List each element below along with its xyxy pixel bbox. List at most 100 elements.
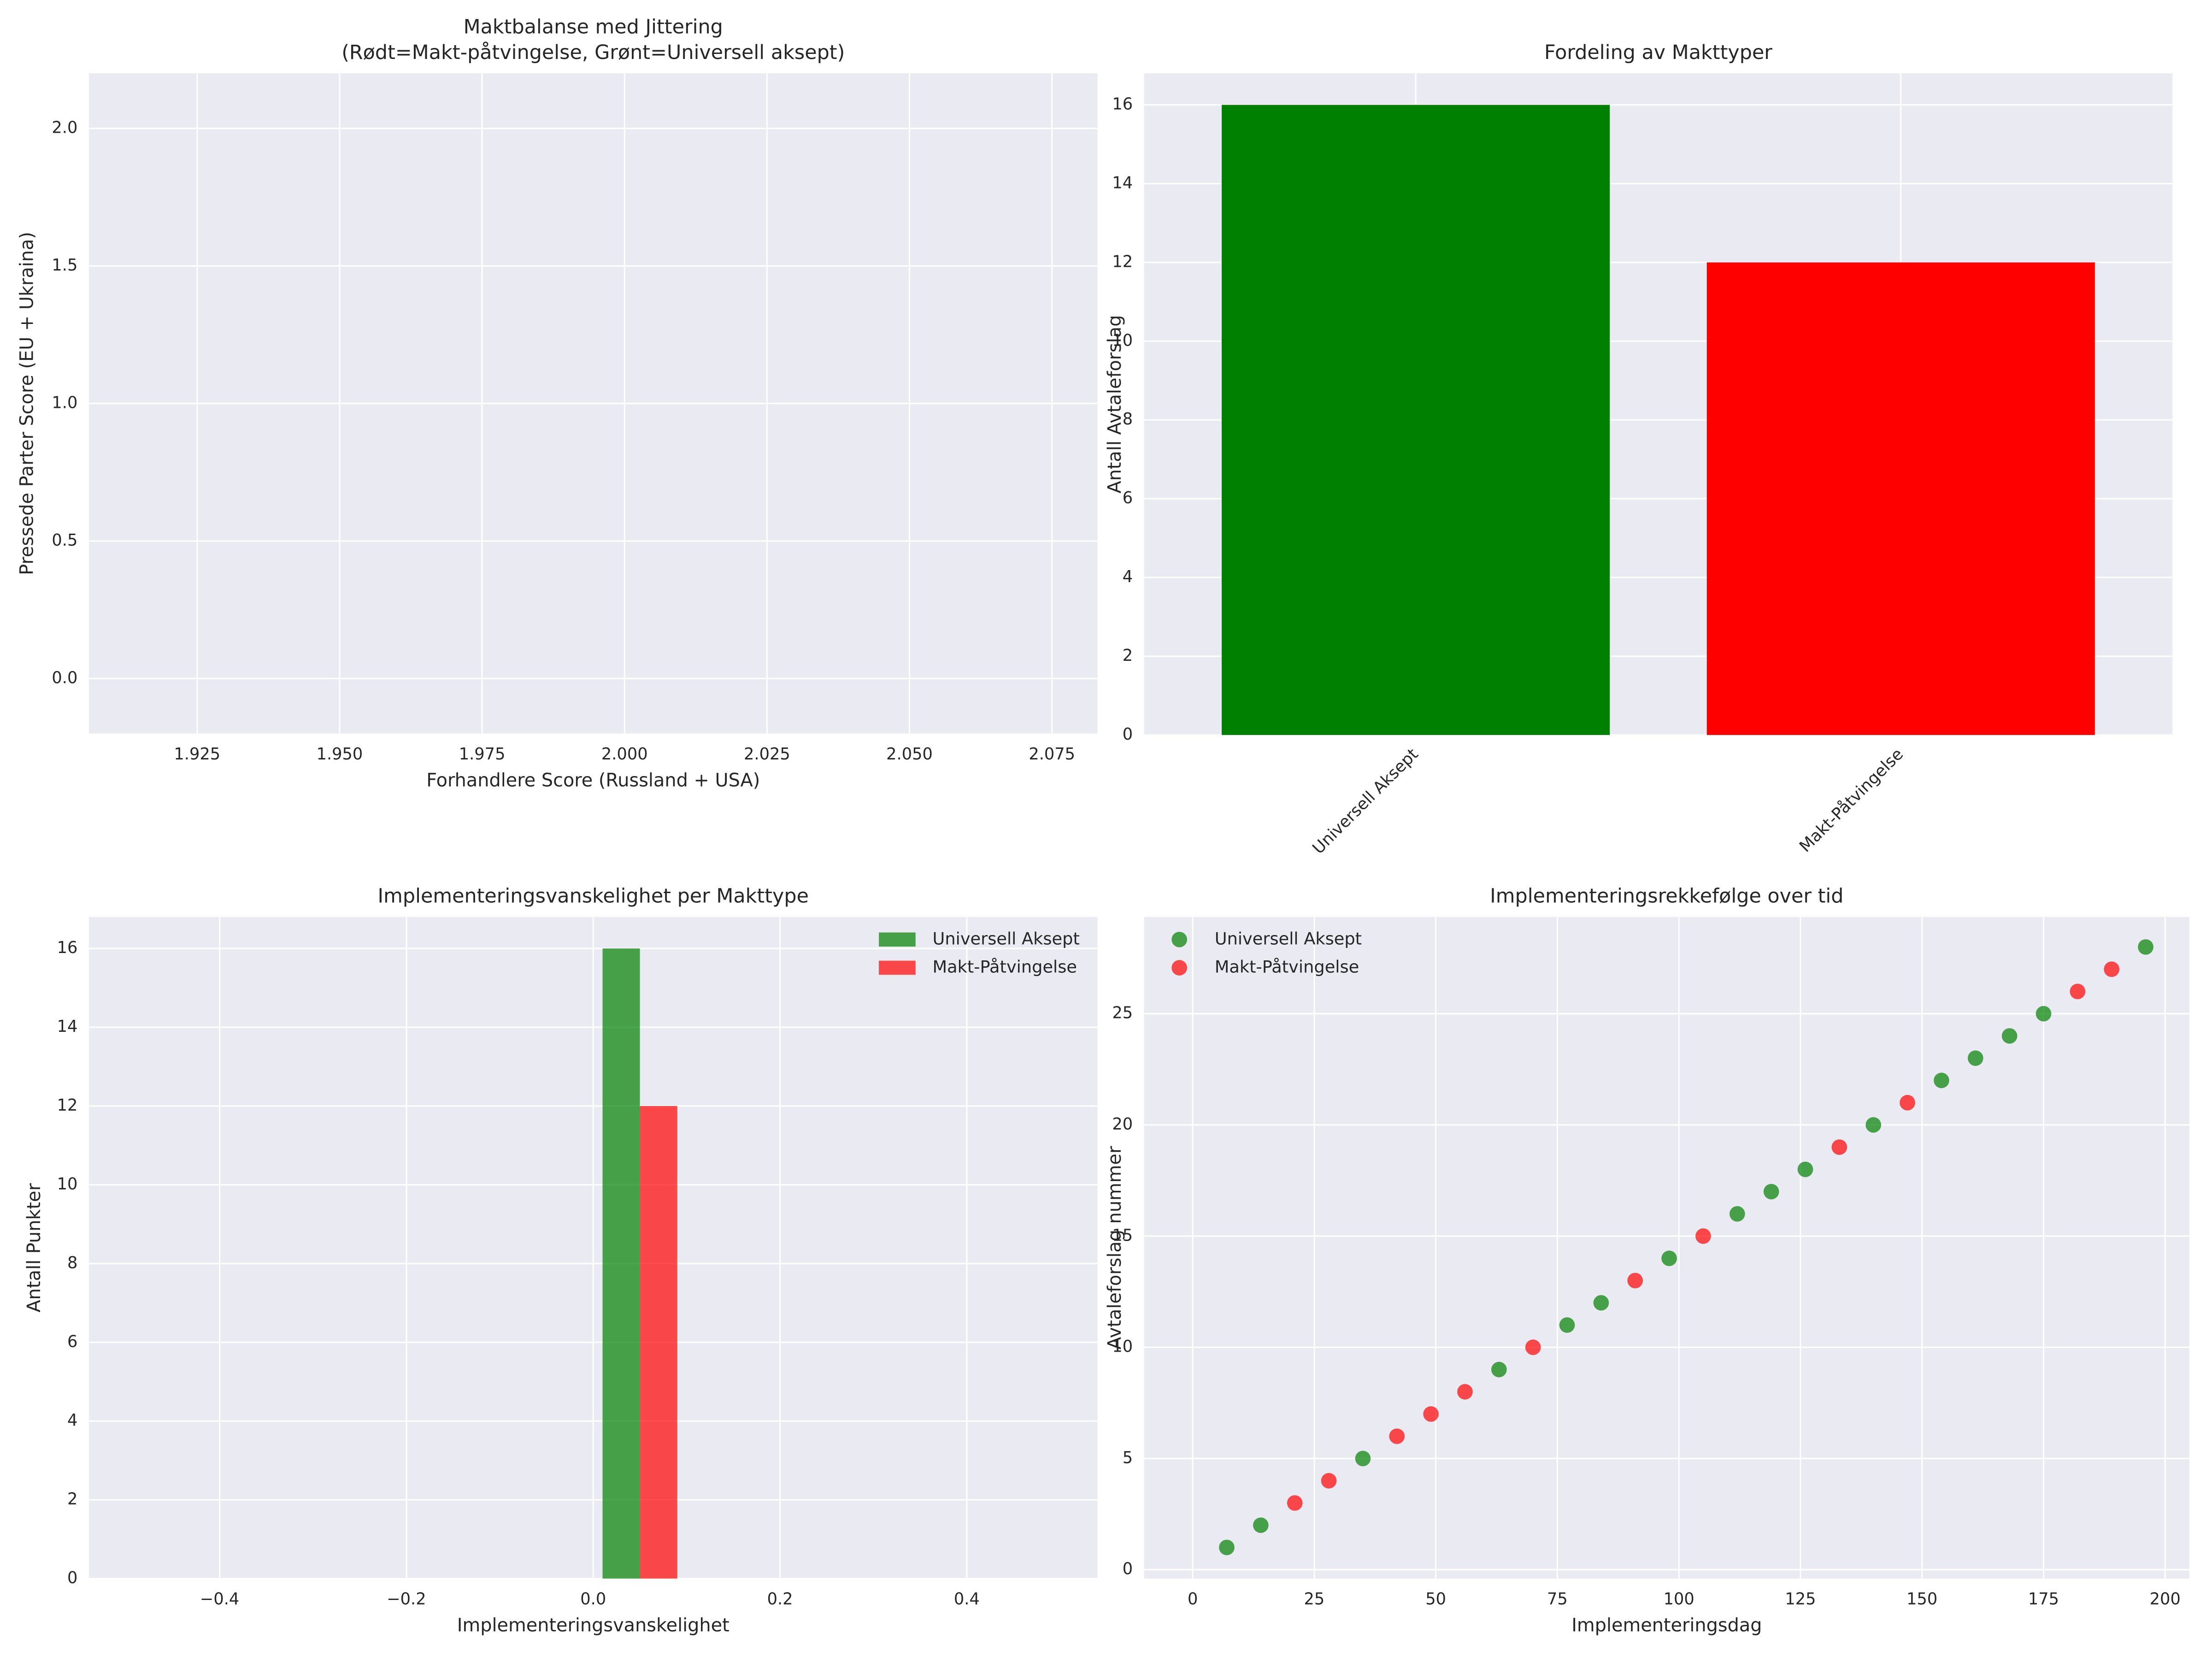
x-tick-label: 200 [2150, 1589, 2181, 1608]
x-tick-label: 1.950 [317, 745, 363, 764]
scatter-point [1934, 1072, 1949, 1088]
x-tick-label: 2.000 [601, 745, 648, 764]
y-tick-label: 0 [1123, 1559, 1133, 1578]
scatter-point [2138, 939, 2153, 955]
x-axis-label: Forhandlere Score (Russland + USA) [426, 770, 760, 791]
scatter-point [1729, 1206, 1745, 1222]
x-tick-label: 2.025 [744, 745, 790, 764]
y-tick-label: 1.5 [52, 256, 77, 275]
scatter-point [1389, 1428, 1405, 1444]
x-tick-label: 75 [1547, 1589, 1568, 1608]
scatter-point [1900, 1094, 1915, 1111]
scatter-point [1491, 1362, 1507, 1377]
x-tick-label: 2.075 [1029, 745, 1075, 764]
legend-swatch [879, 960, 916, 975]
y-tick-label: 15 [1112, 1226, 1133, 1245]
chart-title: Maktbalanse med Jittering [464, 16, 723, 39]
x-tick-label: 0.0 [580, 1589, 606, 1608]
x-tick-label: −0.2 [387, 1589, 426, 1608]
x-tick-label: 175 [2028, 1589, 2059, 1608]
chart-title: Fordeling av Makttyper [1544, 41, 1772, 64]
scatter-point [1423, 1406, 1439, 1422]
y-tick-label: 0 [1123, 725, 1133, 744]
scatter-point [1661, 1250, 1677, 1266]
y-tick-label: 12 [57, 1096, 78, 1115]
bar [1706, 262, 2095, 735]
y-tick-label: 10 [57, 1175, 78, 1194]
y-tick-label: 14 [57, 1017, 78, 1036]
y-tick-label: 2.0 [52, 118, 77, 137]
scatter-point [1287, 1495, 1303, 1511]
legend-marker [1171, 931, 1188, 947]
x-axis-label: Implementeringsdag [1571, 1615, 1762, 1636]
y-tick-label: 8 [1123, 410, 1133, 429]
x-tick-label: 0 [1188, 1589, 1198, 1608]
y-tick-label: 8 [67, 1253, 77, 1272]
y-tick-label: 6 [1123, 488, 1133, 507]
x-tick-label: 0.2 [767, 1589, 793, 1608]
x-axis-label: Implementeringsvanskelighet [457, 1615, 729, 1636]
y-tick-label: 10 [1112, 1337, 1133, 1356]
x-tick-label: 1.925 [174, 745, 220, 764]
scatter-point [2001, 1028, 2018, 1044]
scatter-point [1457, 1384, 1473, 1400]
scatter-point [1321, 1473, 1337, 1489]
scatter-point [1559, 1317, 1575, 1333]
y-tick-label: 10 [1112, 331, 1133, 350]
bar [1222, 105, 1610, 735]
histogram-bar [640, 1106, 677, 1579]
scatter-point [2070, 983, 2086, 1000]
y-axis-label: Pressede Parter Score (EU + Ukraina) [17, 232, 38, 575]
legend-label: Universell Aksept [932, 929, 1079, 948]
y-tick-label: 0.5 [52, 531, 77, 550]
x-tick-label: 150 [1906, 1589, 1937, 1608]
y-tick-label: 14 [1112, 173, 1133, 192]
x-tick-label: 50 [1425, 1589, 1446, 1608]
scatter-point [1593, 1295, 1609, 1311]
chart-title: Implementeringsrekkefølge over tid [1490, 884, 1843, 907]
y-axis-label: Antall Avtaleforslag [1104, 315, 1125, 493]
y-tick-label: 20 [1112, 1115, 1133, 1134]
x-tick-label: 100 [1664, 1589, 1694, 1608]
y-tick-label: 4 [67, 1411, 77, 1430]
y-tick-label: 4 [1123, 567, 1133, 586]
scatter-point [2036, 1006, 2052, 1022]
y-tick-label: 16 [57, 938, 78, 957]
y-tick-label: 1.0 [52, 394, 77, 412]
scatter-point [1355, 1451, 1371, 1466]
scatter-point [2104, 961, 2120, 977]
y-tick-label: 2 [67, 1490, 77, 1509]
chart-subtitle: (Rødt=Makt-påtvingelse, Grønt=Universell… [341, 41, 845, 64]
legend-label: Makt-Påtvingelse [1215, 957, 1359, 977]
scatter-point [1627, 1272, 1643, 1288]
histogram-bar [602, 948, 640, 1579]
scatter-point [1525, 1339, 1541, 1355]
x-tick-label: 1.975 [459, 745, 506, 764]
x-tick-label: 0.4 [954, 1589, 980, 1608]
scatter-point [1831, 1139, 1847, 1155]
chart-title: Implementeringsvanskelighet per Makttype [378, 884, 809, 907]
x-tick-label: 125 [1785, 1589, 1816, 1608]
y-tick-label: 2 [1123, 646, 1133, 665]
legend-label: Makt-Påtvingelse [932, 957, 1077, 977]
y-tick-label: 12 [1112, 252, 1133, 271]
scatter-point [1797, 1161, 1813, 1177]
scatter-point [1253, 1517, 1269, 1533]
x-tick-label: 25 [1304, 1589, 1325, 1608]
scatter-point [1763, 1183, 1779, 1200]
plot-background [1144, 917, 2190, 1579]
y-tick-label: 25 [1112, 1004, 1133, 1023]
legend-label: Universell Aksept [1215, 929, 1362, 948]
y-tick-label: 16 [1112, 95, 1133, 114]
y-tick-label: 5 [1123, 1448, 1133, 1467]
y-tick-label: 6 [67, 1332, 77, 1351]
y-tick-label: 0 [67, 1569, 77, 1588]
scatter-point [1695, 1228, 1711, 1244]
legend-swatch [879, 932, 916, 947]
x-tick-label: 2.050 [886, 745, 933, 764]
legend-marker [1171, 960, 1188, 976]
scatter-point [1865, 1117, 1882, 1133]
scatter-point [1219, 1540, 1235, 1555]
y-tick-label: 0.0 [52, 668, 77, 687]
